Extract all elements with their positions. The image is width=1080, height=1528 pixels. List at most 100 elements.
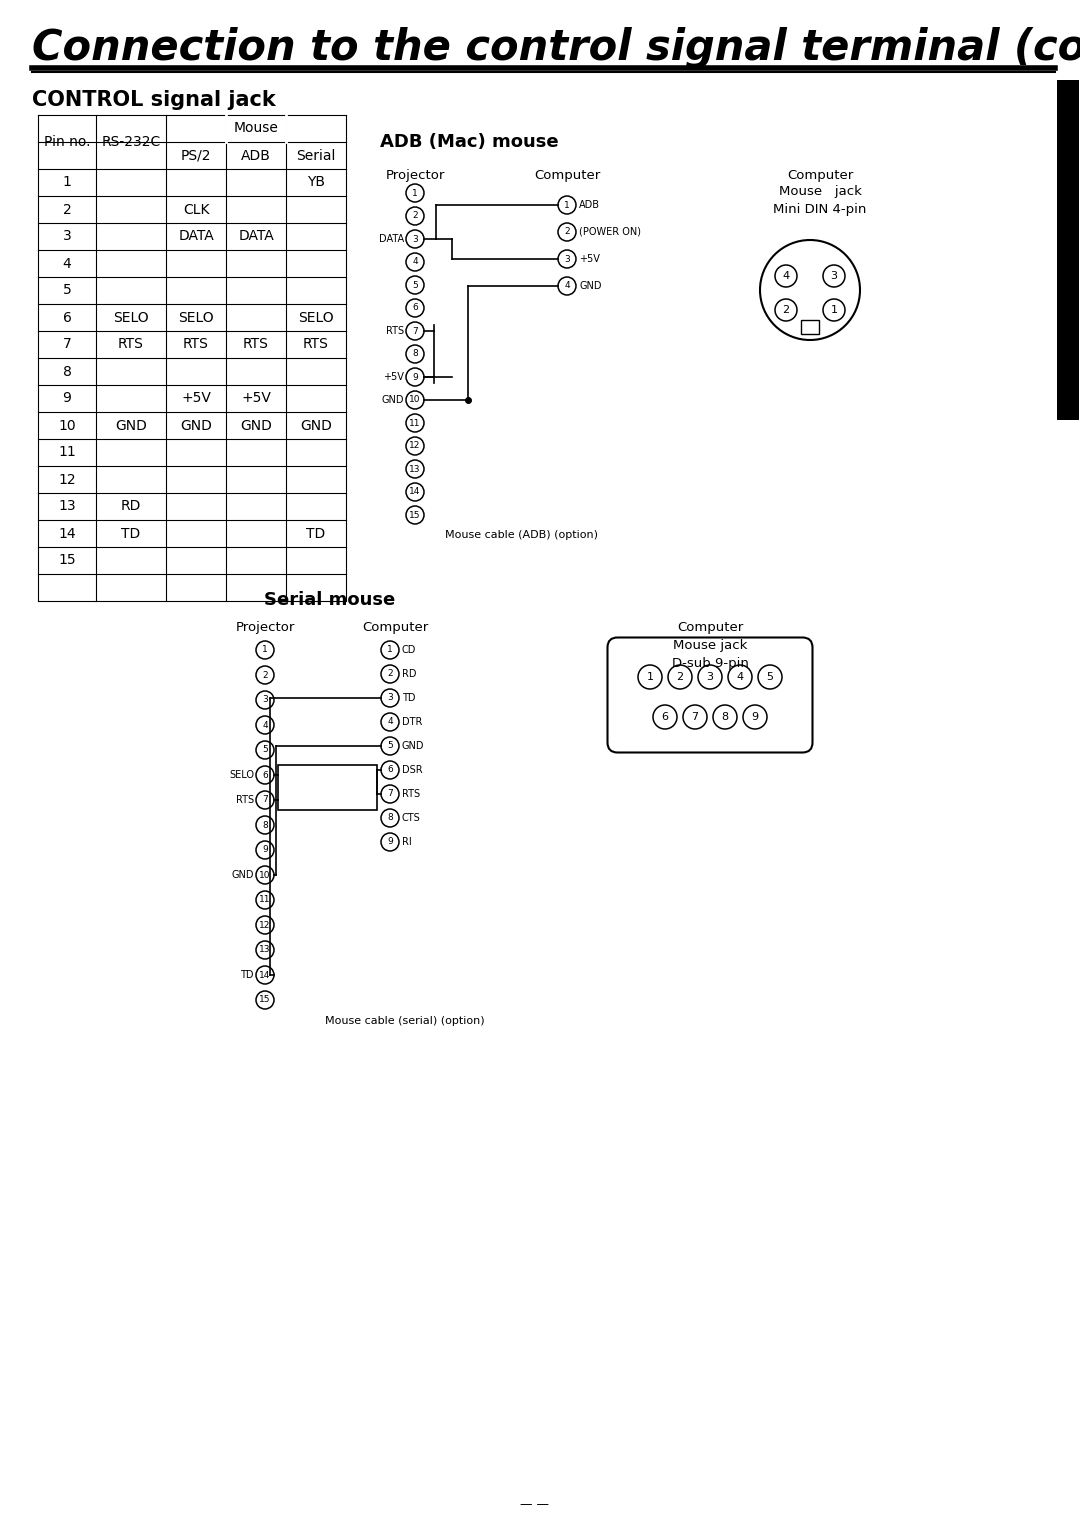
Circle shape — [256, 992, 274, 1008]
Circle shape — [381, 689, 399, 707]
Text: 1: 1 — [262, 645, 268, 654]
Circle shape — [653, 704, 677, 729]
Circle shape — [558, 223, 576, 241]
Text: 4: 4 — [564, 281, 570, 290]
Circle shape — [256, 691, 274, 709]
Text: Serial mouse: Serial mouse — [265, 591, 395, 610]
Text: 11: 11 — [259, 895, 271, 905]
Text: Mouse cable (serial) (option): Mouse cable (serial) (option) — [325, 1016, 485, 1025]
Text: 6: 6 — [661, 712, 669, 723]
Text: 4: 4 — [262, 721, 268, 729]
Text: SELO: SELO — [113, 310, 149, 324]
Text: 7: 7 — [387, 790, 393, 799]
Circle shape — [381, 785, 399, 804]
Text: RTS: RTS — [303, 338, 329, 351]
Text: GND: GND — [300, 419, 332, 432]
Text: PS/2: PS/2 — [180, 148, 212, 162]
Text: 1: 1 — [387, 645, 393, 654]
Circle shape — [381, 665, 399, 683]
Circle shape — [406, 460, 424, 478]
Circle shape — [558, 251, 576, 267]
Circle shape — [256, 891, 274, 909]
Text: ADB: ADB — [579, 200, 600, 209]
Circle shape — [558, 277, 576, 295]
Circle shape — [823, 264, 845, 287]
Text: 9: 9 — [387, 837, 393, 847]
Text: 3: 3 — [387, 694, 393, 703]
Text: Mini DIN 4-pin: Mini DIN 4-pin — [773, 203, 866, 215]
Text: 2: 2 — [262, 671, 268, 680]
Text: 7: 7 — [691, 712, 699, 723]
Text: RD: RD — [402, 669, 417, 678]
Text: 6: 6 — [63, 310, 71, 324]
FancyBboxPatch shape — [607, 637, 812, 752]
Text: 4: 4 — [388, 718, 393, 726]
Text: 11: 11 — [409, 419, 421, 428]
Text: 14: 14 — [259, 970, 271, 979]
Text: 5: 5 — [387, 741, 393, 750]
Circle shape — [256, 816, 274, 834]
Text: 2: 2 — [388, 669, 393, 678]
Text: 5: 5 — [767, 672, 773, 681]
Text: DSR: DSR — [402, 766, 422, 775]
Text: 3: 3 — [262, 695, 268, 704]
Text: RI: RI — [402, 837, 411, 847]
Text: Computer: Computer — [787, 168, 853, 182]
Text: 2: 2 — [676, 672, 684, 681]
Text: — —: — — — [521, 1499, 550, 1511]
Circle shape — [256, 966, 274, 984]
Text: ADB (Mac) mouse: ADB (Mac) mouse — [380, 133, 558, 151]
Text: TD: TD — [121, 527, 140, 541]
Text: Computer: Computer — [677, 622, 743, 634]
Text: 7: 7 — [63, 338, 71, 351]
Circle shape — [406, 414, 424, 432]
Text: TD: TD — [307, 527, 326, 541]
Text: RTS: RTS — [386, 325, 404, 336]
Text: 4: 4 — [782, 270, 789, 281]
Text: CD: CD — [402, 645, 417, 656]
Text: 1: 1 — [63, 176, 71, 189]
Text: +5V: +5V — [181, 391, 211, 405]
Text: 9: 9 — [413, 373, 418, 382]
Text: Computer: Computer — [534, 168, 600, 182]
Text: 2: 2 — [413, 211, 418, 220]
Text: 8: 8 — [387, 813, 393, 822]
Text: Projector: Projector — [235, 622, 295, 634]
Circle shape — [743, 704, 767, 729]
Circle shape — [406, 506, 424, 524]
Text: 7: 7 — [262, 796, 268, 805]
Text: 15: 15 — [58, 553, 76, 567]
Ellipse shape — [760, 240, 860, 341]
Circle shape — [256, 792, 274, 808]
Text: DATA: DATA — [178, 229, 214, 243]
Text: GND: GND — [180, 419, 212, 432]
Circle shape — [256, 666, 274, 685]
Text: 13: 13 — [409, 465, 421, 474]
Text: 1: 1 — [564, 200, 570, 209]
Text: Computer: Computer — [362, 622, 428, 634]
Text: SELO: SELO — [229, 770, 254, 779]
Text: GND: GND — [579, 281, 602, 290]
Text: 13: 13 — [58, 500, 76, 513]
Text: 12: 12 — [259, 920, 271, 929]
Text: 6: 6 — [387, 766, 393, 775]
Text: 10: 10 — [409, 396, 421, 405]
Text: 12: 12 — [409, 442, 421, 451]
Circle shape — [381, 642, 399, 659]
Text: 4: 4 — [63, 257, 71, 270]
Circle shape — [683, 704, 707, 729]
Text: 15: 15 — [409, 510, 421, 520]
Text: RTS: RTS — [235, 795, 254, 805]
Text: 8: 8 — [721, 712, 729, 723]
Circle shape — [256, 840, 274, 859]
Bar — [1057, 79, 1079, 420]
Text: 12: 12 — [58, 472, 76, 486]
Text: 11: 11 — [58, 446, 76, 460]
Text: 2: 2 — [63, 203, 71, 217]
Circle shape — [406, 437, 424, 455]
Text: RTS: RTS — [243, 338, 269, 351]
Text: 3: 3 — [831, 270, 837, 281]
Text: 5: 5 — [262, 746, 268, 755]
Circle shape — [728, 665, 752, 689]
Text: 5: 5 — [63, 284, 71, 298]
